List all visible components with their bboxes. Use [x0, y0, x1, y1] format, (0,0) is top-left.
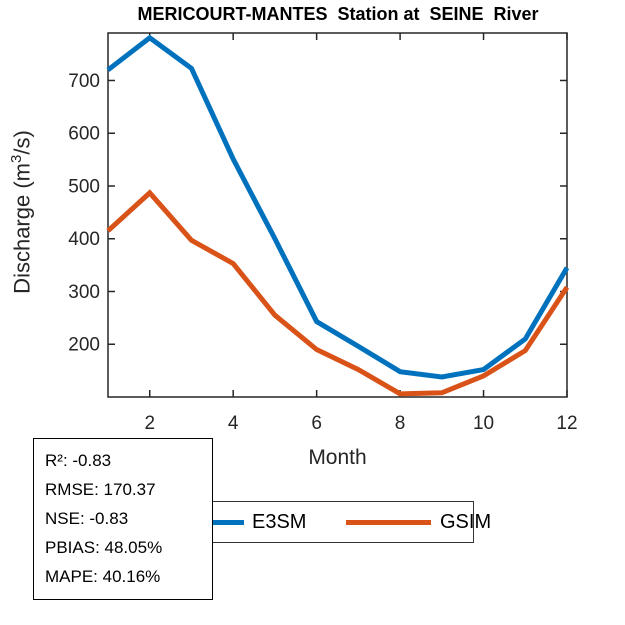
gsim-line-swatch [346, 520, 431, 525]
y-tick-label: 200 [68, 335, 100, 356]
x-tick-label: 4 [228, 413, 239, 434]
legend-label-e3sm: E3SM [252, 511, 307, 533]
stat-rmse: RMSE: 170.37 [45, 480, 156, 499]
x-axis-label: Month [308, 446, 367, 469]
plot-border [107, 32, 568, 398]
x-tick-label: 8 [395, 413, 406, 434]
y-tick-label: 700 [68, 71, 100, 92]
x-tick-label: 10 [473, 413, 494, 434]
y-tick-label: 500 [68, 176, 100, 197]
stat-mape: MAPE: 40.16% [45, 567, 161, 586]
chart-title: MERICOURT-MANTES Station at SEINE River [137, 4, 539, 24]
stat-pbias: PBIAS: 48.05% [45, 538, 163, 557]
x-tick-label: 6 [311, 413, 322, 434]
stat-nse: NSE: -0.83 [45, 509, 129, 528]
x-tick-label: 12 [556, 413, 577, 434]
series-line-e3sm [106, 34, 570, 380]
y-tick-label: 300 [68, 282, 100, 303]
legend-label-gsim: GSIM [440, 511, 492, 533]
y-tick-label: 400 [68, 229, 100, 250]
series-line-gsim [106, 189, 570, 397]
y-tick-label: 600 [68, 124, 100, 145]
y-axis-label-unit: /s) [9, 130, 35, 155]
x-tick-label: 2 [144, 413, 155, 434]
y-axis-label: Discharge (m3/s) [8, 62, 48, 362]
stat-r2: R²: -0.83 [45, 451, 112, 470]
y-axis-label-text: Discharge (m [9, 163, 35, 294]
y-axis-label-superscript: 3 [8, 154, 25, 163]
stats-box: R²: -0.83 RMSE: 170.37 NSE: -0.83 PBIAS:… [33, 438, 213, 600]
